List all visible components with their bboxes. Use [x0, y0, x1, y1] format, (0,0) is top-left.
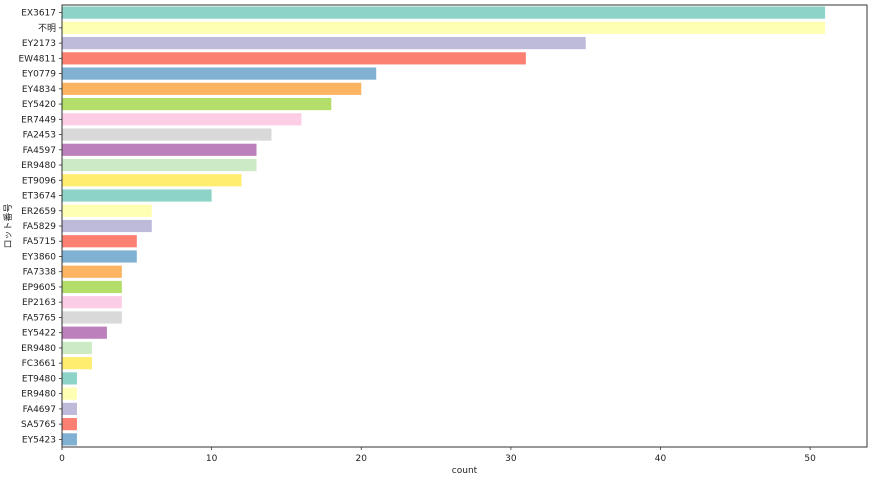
y-tick-labels: EX3617 不明 EY2173 EW4811 EY0779 EY4834 EY5420 ER… [19, 9, 62, 445]
bar [62, 219, 152, 233]
y-tick-label: ER2659 [21, 207, 56, 217]
bar [62, 433, 77, 446]
bar [62, 52, 526, 65]
y-tick-label: EY5423 [22, 435, 56, 445]
bar [62, 113, 302, 126]
x-axis-label: count [452, 466, 478, 476]
y-tick-label: ET3674 [22, 192, 56, 202]
x-tick-label: 50 [804, 454, 816, 464]
y-tick-label: ER7449 [21, 115, 56, 125]
y-tick-label: FA5829 [23, 222, 57, 232]
y-tick-label: 不明 [38, 23, 56, 34]
bar [62, 265, 122, 278]
bar [62, 158, 257, 172]
x-tick-label: 20 [356, 454, 368, 464]
x-tick-label: 40 [655, 454, 667, 464]
bar [62, 21, 826, 34]
y-tick-label: EW4811 [19, 54, 57, 64]
bar [62, 6, 826, 19]
y-tick-label: EY0779 [22, 70, 56, 80]
y-tick-label: ER9480 [21, 161, 56, 171]
y-tick-label: EY5422 [22, 329, 56, 339]
y-tick-label: EX3617 [21, 9, 56, 19]
y-tick-label: FA2453 [23, 131, 56, 141]
bar [62, 37, 586, 50]
x-ticks: 0 10 20 30 40 50 [59, 447, 816, 464]
bar [62, 67, 377, 80]
y-tick-label: EY4834 [22, 85, 56, 95]
y-tick-label: ER9480 [21, 390, 56, 400]
bar [62, 357, 92, 370]
y-tick-label: FC3661 [22, 359, 56, 369]
bar [62, 387, 77, 400]
plot-frame [61, 4, 868, 448]
bar [62, 174, 242, 187]
bar [62, 204, 152, 217]
bar [62, 128, 272, 141]
bar [62, 235, 137, 248]
x-tick-label: 10 [206, 454, 218, 464]
y-tick-label: FA4697 [23, 405, 56, 415]
bar [62, 341, 92, 355]
y-tick-label: FA4597 [23, 146, 56, 156]
y-tick-label: FA7338 [23, 268, 57, 278]
bar [62, 143, 257, 156]
bar [62, 326, 107, 339]
bar [62, 402, 77, 415]
y-tick-label: EP9605 [22, 283, 56, 293]
y-tick-label: ET9480 [22, 374, 56, 384]
y-tick-label: SA5765 [21, 420, 56, 430]
bar [62, 189, 212, 202]
bar [62, 311, 122, 324]
y-tick-label: EY2173 [22, 39, 56, 49]
bar [62, 82, 362, 95]
bar [62, 97, 332, 111]
bar [62, 280, 122, 294]
y-tick-label: EY5420 [22, 100, 56, 110]
bar [62, 372, 77, 385]
x-tick-label: 0 [59, 454, 65, 464]
x-tick-label: 30 [505, 454, 517, 464]
y-tick-label: ET9096 [22, 176, 56, 186]
y-tick-label: FA5715 [23, 237, 56, 247]
y-tick-label: EY3860 [22, 252, 56, 262]
bar [62, 296, 122, 309]
y-tick-label: EP2163 [22, 298, 56, 308]
bars-group [62, 6, 826, 446]
bar [62, 418, 77, 431]
bar [62, 250, 137, 263]
y-tick-label: ER9480 [21, 344, 56, 354]
y-tick-label: FA5765 [23, 313, 56, 323]
y-axis-label: ロット番号 [2, 203, 14, 248]
